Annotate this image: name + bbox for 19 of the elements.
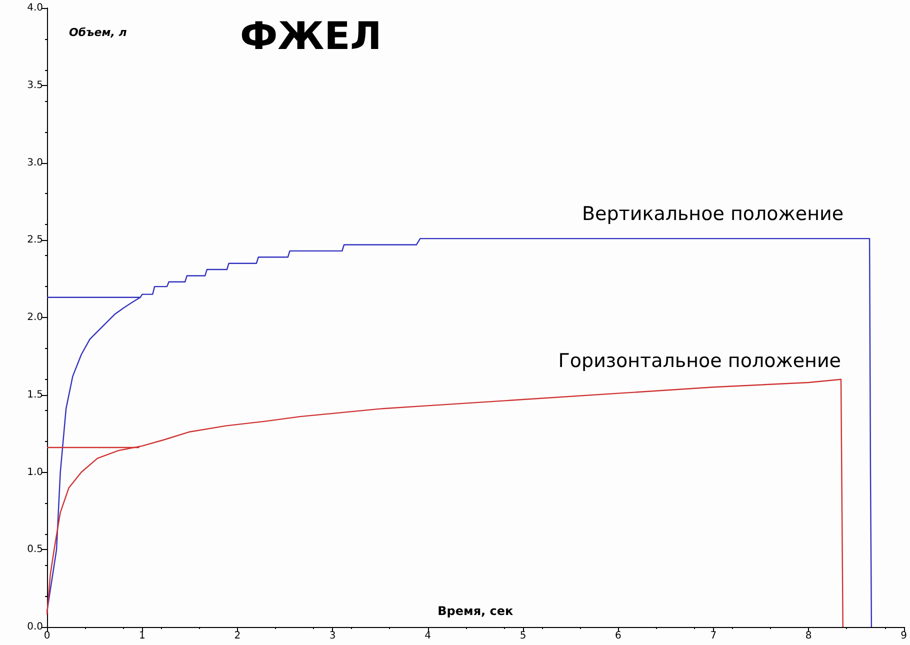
series-label: Вертикальное положение bbox=[582, 203, 844, 226]
y-tick-label: 0.0 bbox=[27, 622, 43, 632]
x-tick-label: 5 bbox=[520, 630, 526, 642]
x-tick-label: 4 bbox=[424, 630, 431, 642]
y-tick-label: 1.0 bbox=[27, 466, 43, 478]
chart-title: ФЖЕЛ bbox=[240, 14, 382, 58]
y-tick-label: 2.5 bbox=[27, 234, 43, 246]
x-tick-label: 0 bbox=[44, 630, 50, 642]
y-axis-title: Объем, л bbox=[69, 26, 127, 39]
y-tick-label: 4.0 bbox=[27, 2, 43, 14]
y-tick-label: 3.0 bbox=[27, 157, 43, 168]
x-tick-label: 9 bbox=[900, 630, 908, 642]
y-tick-label: 1.5 bbox=[27, 389, 43, 400]
y-tick-label: 3.5 bbox=[27, 80, 43, 91]
x-tick-label: 1 bbox=[139, 630, 146, 642]
y-tick-label: 2.0 bbox=[27, 312, 43, 323]
y-tick-label: 0.5 bbox=[27, 544, 43, 556]
series-label: Горизонтальное положение bbox=[558, 350, 841, 372]
x-axis-title: Время, сек bbox=[438, 604, 514, 618]
